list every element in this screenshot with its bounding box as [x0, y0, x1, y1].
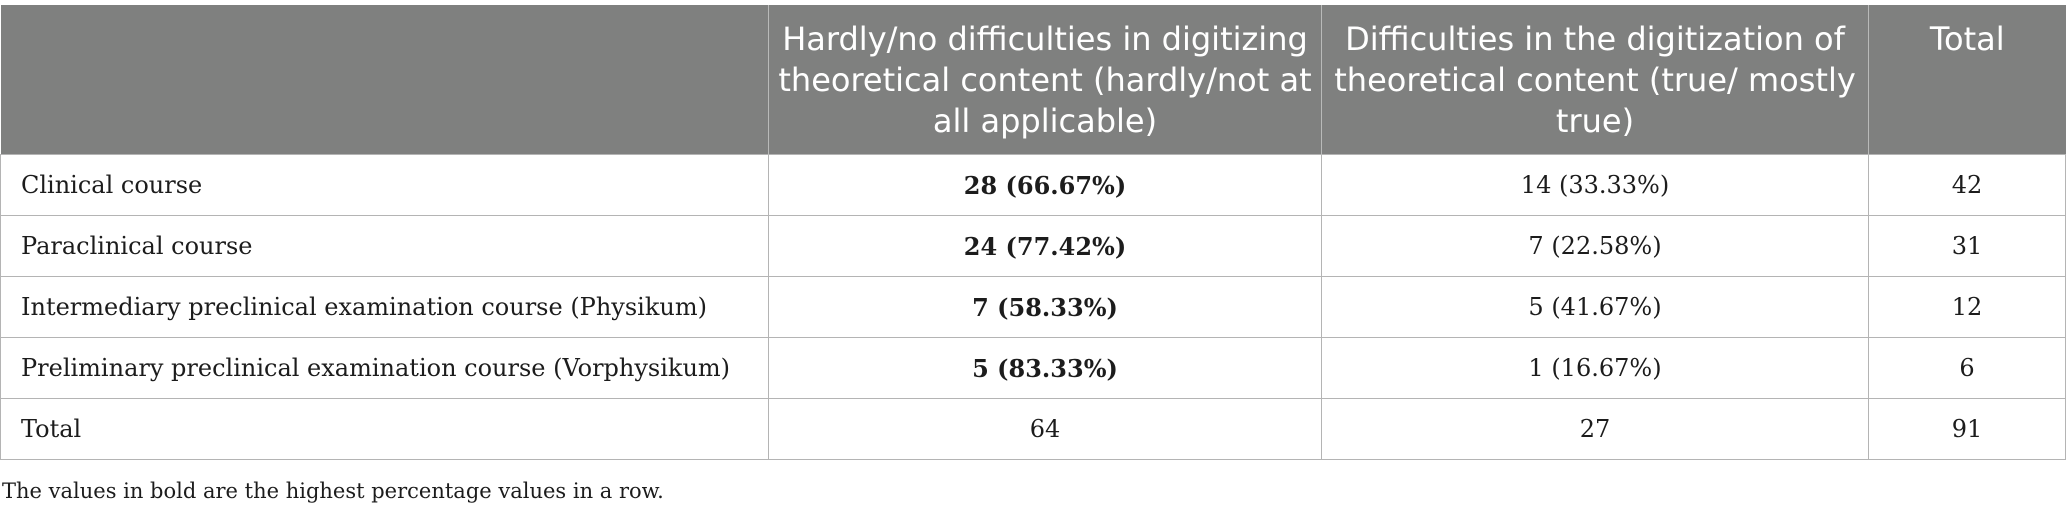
- header-total: Total: [1868, 5, 2066, 155]
- cell-no-difficulties: 24 (77.42%): [768, 215, 1322, 277]
- cell-no-difficulties: 64: [768, 398, 1322, 460]
- cell-no-difficulties: 5 (83.33%): [768, 337, 1322, 399]
- table-body: Clinical course 28 (66.67%) 14 (33.33%) …: [0, 154, 2066, 460]
- table-footnote: The values in bold are the highest perce…: [2, 479, 664, 503]
- table-row: Paraclinical course 24 (77.42%) 7 (22.58…: [0, 215, 2066, 277]
- header-course: [0, 5, 769, 155]
- results-table: Hardly/no difficulties in digitizing the…: [0, 5, 2066, 460]
- row-label: Intermediary preclinical examination cou…: [0, 276, 769, 338]
- cell-total: 42: [1868, 154, 2066, 216]
- results-table-container: Hardly/no difficulties in digitizing the…: [0, 5, 2066, 460]
- cell-difficulties: 7 (22.58%): [1321, 215, 1869, 277]
- cell-difficulties: 27: [1321, 398, 1869, 460]
- header-difficulties: Difficulties in the digitization of theo…: [1321, 5, 1869, 155]
- row-label: Clinical course: [0, 154, 769, 216]
- table-header: Hardly/no difficulties in digitizing the…: [0, 5, 2066, 155]
- cell-no-difficulties: 7 (58.33%): [768, 276, 1322, 338]
- row-label: Total: [0, 398, 769, 460]
- table-row: Clinical course 28 (66.67%) 14 (33.33%) …: [0, 154, 2066, 216]
- row-label: Preliminary preclinical examination cour…: [0, 337, 769, 399]
- cell-difficulties: 1 (16.67%): [1321, 337, 1869, 399]
- cell-total: 91: [1868, 398, 2066, 460]
- cell-total: 31: [1868, 215, 2066, 277]
- table-row: Preliminary preclinical examination cour…: [0, 337, 2066, 399]
- cell-total: 6: [1868, 337, 2066, 399]
- cell-difficulties: 5 (41.67%): [1321, 276, 1869, 338]
- row-label: Paraclinical course: [0, 215, 769, 277]
- table-row: Intermediary preclinical examination cou…: [0, 276, 2066, 338]
- header-no-difficulties: Hardly/no difficulties in digitizing the…: [768, 5, 1322, 155]
- cell-no-difficulties: 28 (66.67%): [768, 154, 1322, 216]
- total-row: Total 64 27 91: [0, 398, 2066, 460]
- cell-difficulties: 14 (33.33%): [1321, 154, 1869, 216]
- cell-total: 12: [1868, 276, 2066, 338]
- header-row: Hardly/no difficulties in digitizing the…: [0, 5, 2066, 155]
